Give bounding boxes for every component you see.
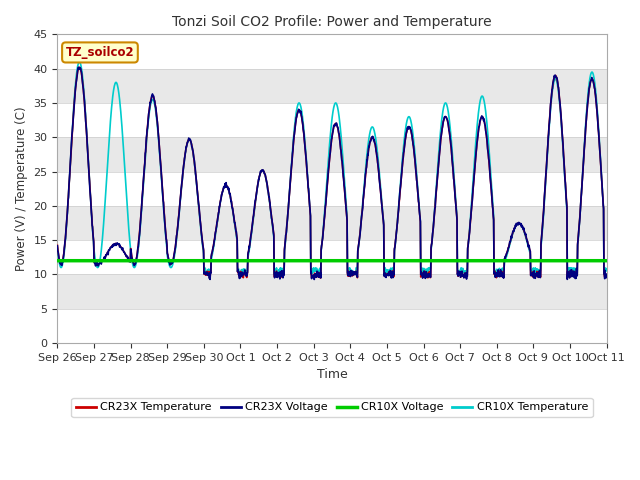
Bar bbox=[58, 206, 607, 240]
CR10X Temperature bbox=[538, 231, 546, 237]
Line: CR10X Temperature: CR10X Temperature bbox=[58, 62, 607, 275]
Bar bbox=[58, 137, 607, 171]
CR23X Voltage bbox=[603, 275, 611, 280]
Bar bbox=[58, 103, 607, 137]
CR23X Temperature bbox=[163, 239, 170, 245]
CR23X Voltage bbox=[176, 201, 184, 206]
X-axis label: Time: Time bbox=[317, 368, 348, 381]
Bar bbox=[58, 240, 607, 275]
CR23X Temperature bbox=[176, 200, 184, 206]
CR23X Temperature bbox=[490, 216, 497, 222]
CR10X Voltage bbox=[538, 258, 545, 264]
CR23X Temperature bbox=[76, 64, 83, 70]
Bar bbox=[58, 35, 607, 69]
CR23X Voltage bbox=[237, 273, 245, 279]
Bar bbox=[58, 69, 607, 103]
CR10X Voltage bbox=[163, 258, 170, 264]
CR10X Voltage bbox=[489, 258, 497, 264]
CR23X Voltage bbox=[490, 217, 497, 223]
CR23X Temperature bbox=[418, 271, 426, 277]
Bar bbox=[58, 309, 607, 343]
CR10X Temperature bbox=[54, 245, 61, 251]
CR23X Voltage bbox=[538, 227, 546, 233]
Title: Tonzi Soil CO2 Profile: Power and Temperature: Tonzi Soil CO2 Profile: Power and Temper… bbox=[172, 15, 492, 29]
CR10X Temperature bbox=[163, 242, 170, 248]
CR10X Temperature bbox=[237, 267, 245, 273]
Text: TZ_soilco2: TZ_soilco2 bbox=[66, 46, 134, 59]
CR10X Voltage bbox=[176, 258, 184, 264]
CR23X Voltage bbox=[74, 64, 82, 70]
CR23X Temperature bbox=[237, 272, 245, 278]
CR23X Voltage bbox=[310, 276, 318, 282]
CR10X Temperature bbox=[176, 202, 184, 208]
CR10X Temperature bbox=[603, 268, 611, 274]
CR23X Temperature bbox=[603, 274, 611, 280]
CR10X Temperature bbox=[76, 59, 83, 65]
CR10X Temperature bbox=[418, 271, 426, 276]
CR23X Temperature bbox=[317, 275, 324, 281]
CR23X Voltage bbox=[54, 243, 61, 249]
CR10X Temperature bbox=[490, 207, 497, 213]
CR10X Voltage bbox=[54, 258, 61, 264]
CR10X Temperature bbox=[530, 272, 538, 277]
Bar bbox=[58, 171, 607, 206]
Y-axis label: Power (V) / Temperature (C): Power (V) / Temperature (C) bbox=[15, 107, 28, 271]
CR23X Temperature bbox=[54, 242, 61, 248]
Legend: CR23X Temperature, CR23X Voltage, CR10X Voltage, CR10X Temperature: CR23X Temperature, CR23X Voltage, CR10X … bbox=[71, 398, 593, 417]
CR23X Temperature bbox=[538, 228, 546, 234]
CR10X Voltage bbox=[603, 258, 611, 264]
Line: CR23X Temperature: CR23X Temperature bbox=[58, 67, 607, 278]
Bar bbox=[58, 275, 607, 309]
CR23X Voltage bbox=[418, 273, 426, 278]
CR10X Voltage bbox=[417, 258, 425, 264]
CR23X Voltage bbox=[163, 237, 170, 243]
CR10X Voltage bbox=[237, 258, 245, 264]
Line: CR23X Voltage: CR23X Voltage bbox=[58, 67, 607, 279]
